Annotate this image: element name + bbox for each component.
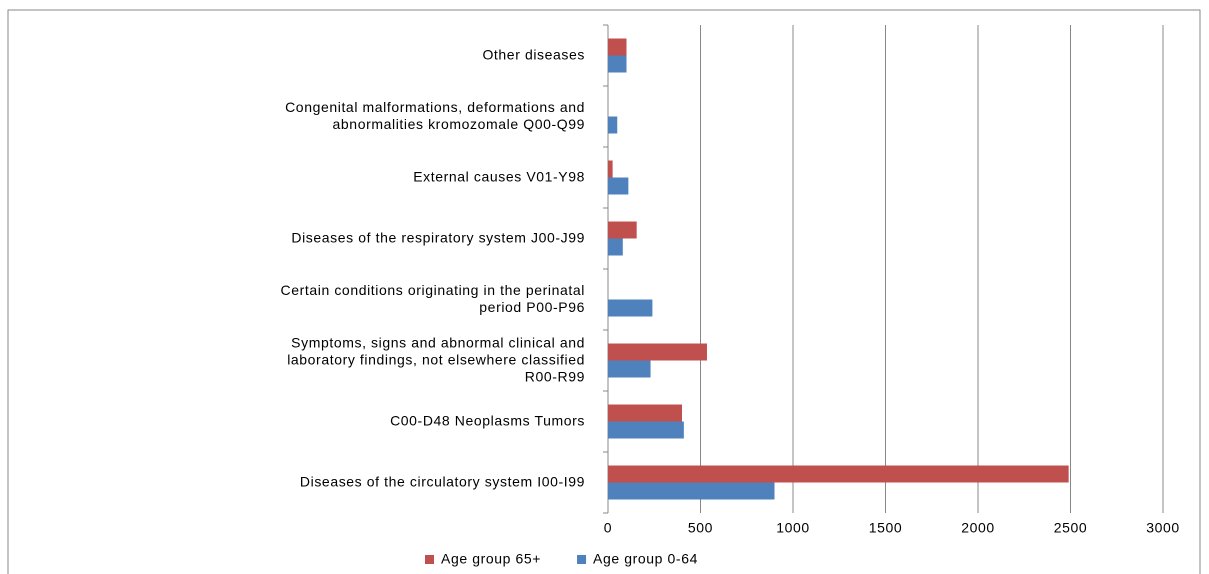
x-tick-label: 0 [604, 520, 612, 536]
x-tick-label: 500 [688, 520, 713, 536]
legend-label: Age group 0-64 [593, 551, 698, 567]
bar [608, 177, 629, 195]
y-tick-label: External causes V01-Y98 [413, 168, 585, 184]
bar [608, 299, 653, 317]
legend-label: Age group 65+ [441, 551, 541, 567]
x-tick-label: 3000 [1146, 520, 1180, 536]
bar [608, 38, 627, 56]
legend-swatch [425, 555, 434, 564]
y-tick-label: Diseases of the respiratory system J00-J… [291, 229, 585, 245]
bar [608, 343, 707, 361]
x-tick-label: 2500 [1054, 520, 1088, 536]
bar [608, 160, 613, 178]
bar [608, 404, 682, 422]
bar [608, 465, 1069, 483]
bar [608, 116, 618, 134]
bar [608, 360, 651, 378]
bar [608, 238, 623, 256]
bar [608, 482, 775, 500]
y-tick-label: Certain conditions originating in the pe… [281, 282, 585, 315]
legend-swatch [577, 555, 587, 564]
x-tick-label: 2000 [961, 520, 995, 536]
y-tick-label: Congenital malformations, deformations a… [285, 99, 585, 132]
y-tick-label: C00-D48 Neoplasms Tumors [390, 412, 585, 428]
bar [608, 421, 684, 439]
chart-frame [7, 9, 1201, 574]
x-tick-label: 1000 [776, 520, 810, 536]
y-tick-label: Diseases of the circulatory system I00-I… [300, 473, 585, 489]
y-tick-label: Other diseases [482, 46, 585, 62]
bar [608, 55, 627, 73]
bar [608, 221, 637, 239]
y-tick-label: Symptoms, signs and abnormal clinical an… [287, 334, 585, 384]
x-tick-label: 1500 [869, 520, 903, 536]
